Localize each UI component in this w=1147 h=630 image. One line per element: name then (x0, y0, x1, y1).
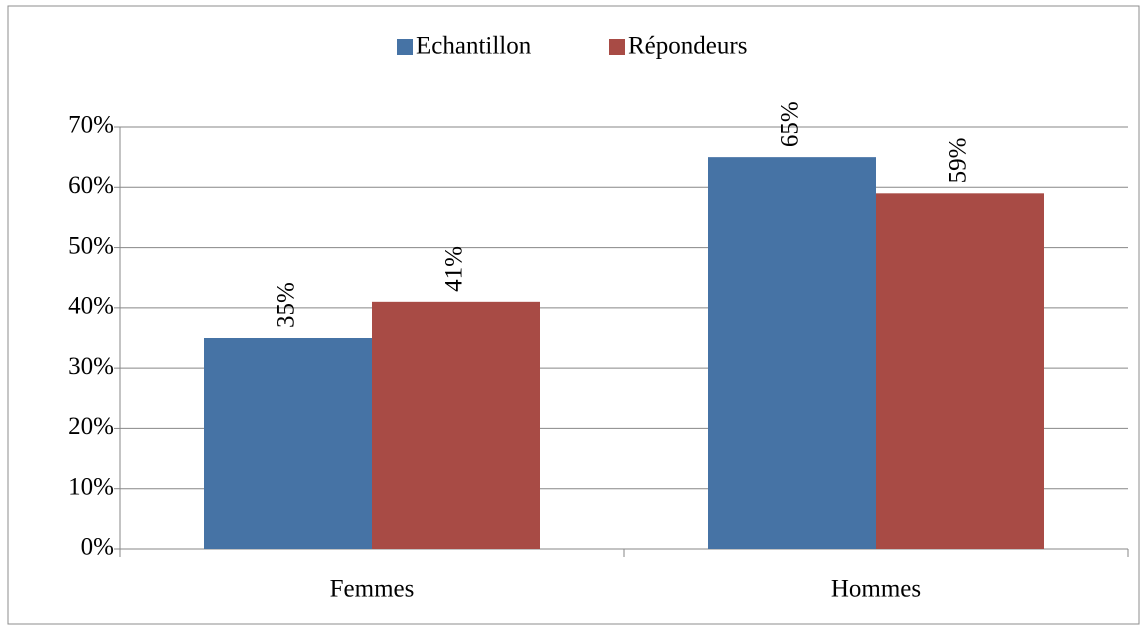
y-tick-label: 0% (81, 534, 114, 561)
x-tick-label: Hommes (831, 576, 921, 603)
x-tick-label: Femmes (330, 576, 415, 603)
bar (204, 338, 372, 549)
legend-label: Echantillon (416, 33, 532, 60)
y-tick-label: 50% (68, 232, 114, 259)
y-tick-label: 10% (68, 473, 114, 500)
data-label: 35% (273, 282, 300, 328)
y-tick-label: 20% (68, 413, 114, 440)
legend-swatch (397, 39, 413, 55)
bar (708, 157, 876, 549)
y-tick-label: 30% (68, 353, 114, 380)
y-tick-label: 60% (68, 172, 114, 199)
data-label: 41% (441, 246, 468, 292)
y-tick-label: 40% (68, 293, 114, 320)
y-tick-label: 70% (68, 112, 114, 139)
legend-swatch (609, 39, 625, 55)
legend-label: Répondeurs (628, 33, 747, 60)
bar (876, 193, 1044, 550)
data-label: 65% (777, 101, 804, 147)
bar (372, 301, 540, 549)
data-label: 59% (945, 137, 972, 183)
